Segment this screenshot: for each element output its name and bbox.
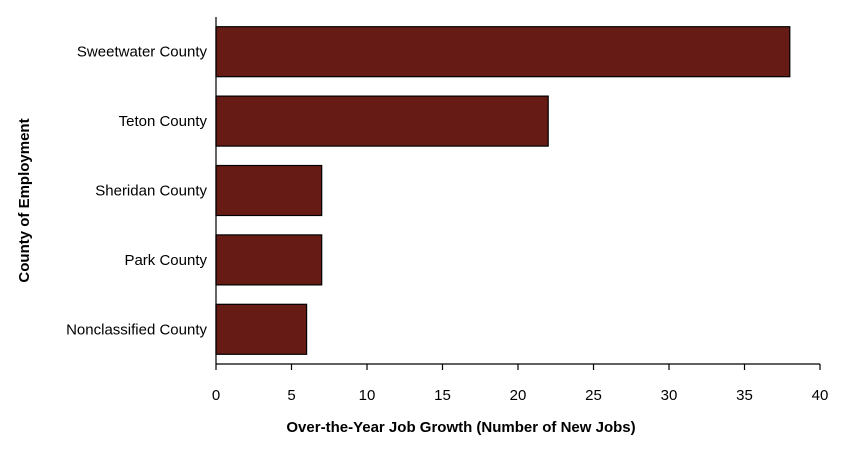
bars-group [215,26,791,355]
category-label: Park County [124,252,207,269]
x-tick-label: 0 [212,387,220,404]
x-tick-label: 35 [736,387,753,404]
bar-sheridan-county [215,164,323,217]
x-tick-label: 25 [585,387,602,404]
x-ticks-group: 0 5 10 15 20 25 30 35 40 [212,364,829,404]
bar-teton-county [215,95,549,147]
x-tick-label: 10 [359,387,376,404]
x-tick-label: 15 [434,387,451,404]
x-tick-label: 5 [287,387,295,404]
x-tick-label: 20 [510,387,527,404]
x-tick-label: 30 [661,387,678,404]
category-label: Teton County [119,113,208,130]
bar-park-county [215,234,323,286]
bar-sweetwater-county [215,26,791,78]
bar-nonclassified-county [215,303,308,355]
category-label: Sweetwater County [77,44,208,61]
x-axis-title: Over-the-Year Job Growth (Number of New … [286,419,635,436]
category-label: Sheridan County [95,183,207,200]
category-labels-group: Sweetwater County Teton County Sheridan Co… [66,44,207,339]
x-tick-label: 40 [812,387,829,404]
y-axis-title: County of Employment [16,118,33,282]
category-label: Nonclassified County [66,321,207,338]
